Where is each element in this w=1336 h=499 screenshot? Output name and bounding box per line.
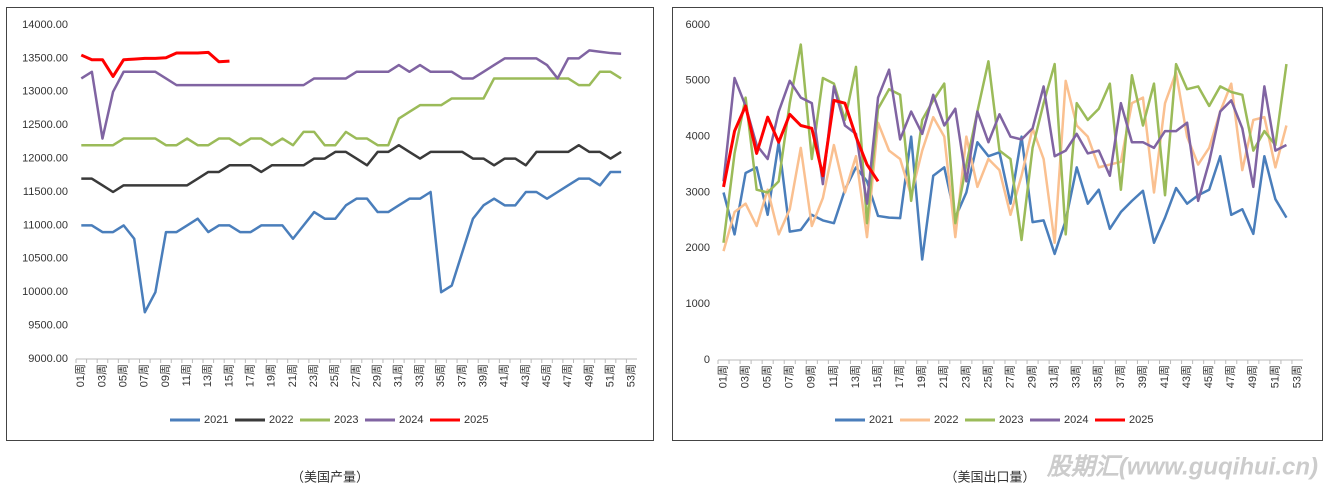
x-tick-label: 05周 (117, 364, 130, 387)
x-tick-label: 03周 (739, 365, 752, 388)
panel-frame (672, 7, 1323, 441)
y-tick-label: 11000.00 (23, 219, 68, 231)
x-tick-label: 27周 (1003, 365, 1016, 388)
x-tick-label: 25周 (981, 365, 994, 388)
series-line (80, 50, 230, 78)
x-tick-label: 01周 (716, 365, 729, 388)
y-tick-label: 11500.00 (23, 186, 68, 198)
y-tick-label: 9000.00 (28, 353, 68, 365)
x-tick-label: 41周 (1158, 365, 1171, 388)
x-tick-label: 03周 (95, 364, 108, 387)
x-tick-label: 17周 (244, 364, 257, 387)
x-tick-label: 07周 (138, 364, 151, 387)
series-line (80, 49, 622, 140)
x-tick-label: 25周 (328, 364, 341, 387)
legend-label: 2022 (934, 414, 958, 426)
x-tick-label: 09周 (805, 365, 818, 388)
y-tick-label: 2000 (686, 242, 710, 254)
series-line (722, 98, 880, 188)
x-tick-label: 49周 (1246, 365, 1259, 388)
x-tick-label: 13周 (201, 364, 214, 387)
x-tick-label: 17周 (893, 365, 906, 388)
x-tick-label: 51周 (1268, 365, 1281, 388)
caption: （美国产量） (291, 471, 369, 486)
x-tick-label: 23周 (307, 364, 320, 387)
series-line (81, 170, 622, 314)
series-line (81, 143, 622, 194)
x-tick-label: 31周 (392, 364, 405, 387)
x-tick-label: 15周 (871, 365, 884, 388)
x-tick-label: 37周 (1114, 365, 1127, 388)
x-tick-label: 11周 (827, 365, 840, 387)
legend-label: 2024 (399, 414, 423, 426)
x-tick-label: 51周 (603, 364, 616, 387)
x-tick-label: 47周 (1224, 365, 1237, 388)
y-tick-label: 10500.00 (22, 253, 68, 265)
y-tick-label: 1000 (686, 298, 710, 310)
x-tick-label: 45周 (540, 364, 553, 387)
x-tick-label: 33周 (413, 364, 426, 387)
x-tick-label: 53周 (1290, 365, 1303, 388)
legend-label: 2023 (999, 414, 1023, 426)
x-tick-label: 19周 (265, 364, 278, 387)
series-line (81, 70, 622, 147)
x-tick-label: 05周 (761, 365, 774, 388)
x-tick-label: 13周 (849, 365, 862, 388)
series-line (722, 43, 1288, 243)
watermark: 股期汇(www.guqihui.cn) (1046, 453, 1318, 480)
x-tick-label: 37周 (455, 364, 468, 387)
x-tick-label: 27周 (349, 364, 362, 387)
x-tick-label: 47周 (561, 364, 574, 387)
legend-label: 2022 (269, 414, 293, 426)
x-tick-label: 45周 (1202, 365, 1215, 388)
y-tick-label: 12000.00 (22, 153, 68, 165)
x-tick-label: 01周 (74, 364, 87, 387)
x-tick-label: 15周 (222, 364, 235, 387)
x-tick-label: 43周 (519, 364, 532, 387)
legend-label: 2024 (1064, 414, 1088, 426)
x-tick-label: 21周 (937, 365, 950, 388)
x-tick-label: 29周 (1025, 365, 1038, 388)
y-tick-label: 0 (704, 354, 710, 366)
series-line (722, 135, 1288, 261)
x-tick-label: 19周 (915, 365, 928, 388)
y-tick-label: 4000 (686, 131, 710, 143)
x-tick-label: 07周 (783, 365, 796, 388)
x-tick-label: 09周 (159, 364, 172, 387)
legend-label: 2021 (204, 414, 228, 426)
x-tick-label: 41周 (498, 364, 511, 387)
y-tick-label: 14000.00 (22, 19, 68, 31)
y-tick-label: 10000.00 (22, 286, 68, 298)
x-tick-label: 11周 (180, 364, 193, 386)
x-tick-label: 39周 (476, 364, 489, 387)
legend-label: 2025 (464, 414, 488, 426)
series-line (722, 71, 1288, 252)
x-tick-label: 53周 (625, 364, 638, 387)
x-tick-label: 29周 (371, 364, 384, 387)
y-tick-label: 5000 (686, 75, 710, 87)
caption: （美国出口量） (944, 471, 1035, 486)
legend-label: 2025 (1129, 414, 1153, 426)
y-tick-label: 12500.00 (22, 119, 68, 131)
y-tick-label: 13000.00 (22, 86, 68, 98)
y-tick-label: 9500.00 (28, 320, 68, 332)
x-tick-label: 31周 (1048, 365, 1061, 388)
y-tick-label: 13500.00 (22, 52, 68, 64)
x-tick-label: 23周 (959, 365, 972, 388)
series-line (722, 68, 1288, 205)
x-tick-label: 43周 (1180, 365, 1193, 388)
x-tick-label: 33周 (1070, 365, 1083, 388)
x-tick-label: 49周 (582, 364, 595, 387)
legend-label: 2021 (869, 414, 893, 426)
x-tick-label: 35周 (434, 364, 447, 387)
x-tick-label: 35周 (1092, 365, 1105, 388)
x-tick-label: 39周 (1136, 365, 1149, 388)
x-tick-label: 21周 (286, 364, 299, 387)
legend-label: 2023 (334, 414, 358, 426)
y-tick-label: 6000 (686, 19, 710, 31)
y-tick-label: 3000 (686, 186, 710, 198)
